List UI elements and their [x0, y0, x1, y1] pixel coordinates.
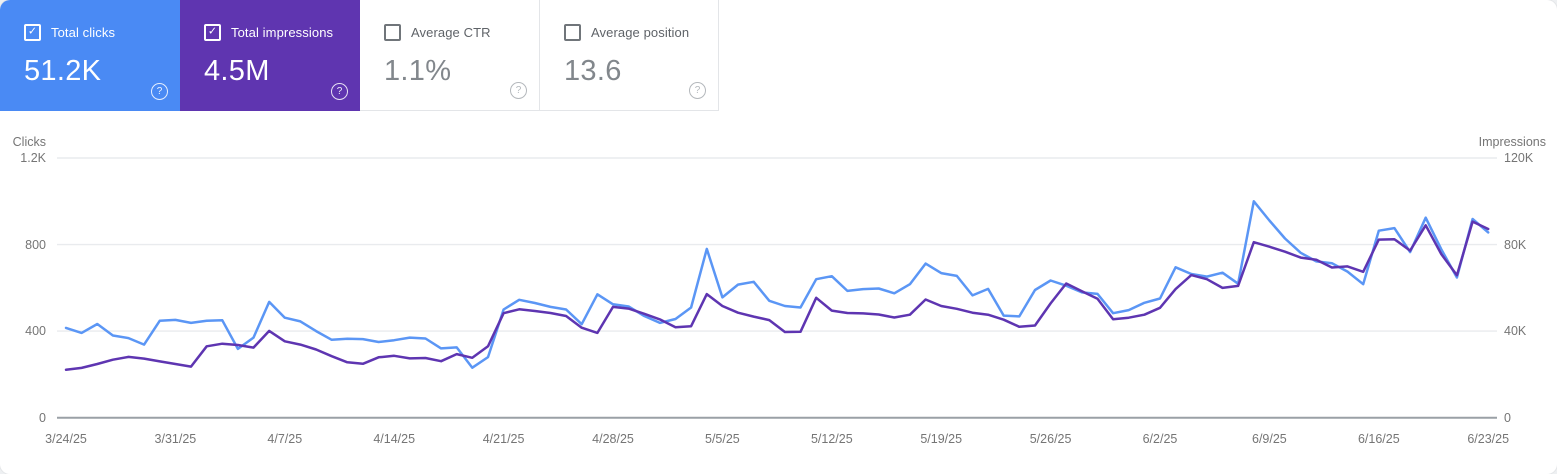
right-axis-title: Impressions — [1478, 135, 1546, 149]
checkmark-icon: ✓ — [207, 25, 218, 38]
x-axis-date-label: 6/16/25 — [1357, 432, 1400, 446]
help-icon[interactable]: ? — [331, 83, 348, 100]
card-header: ✓ Average CTR — [384, 24, 539, 41]
x-axis-date-label: 6/9/25 — [1252, 432, 1287, 446]
metric-cards-row: ✓ Total clicks 51.2K ? ✓ Total impressio… — [0, 0, 719, 111]
card-label: Average position — [591, 25, 690, 40]
card-header: ✓ Total impressions — [204, 24, 360, 41]
metric-card-total-clicks[interactable]: ✓ Total clicks 51.2K ? — [0, 0, 180, 111]
left-axis-tick: 0 — [39, 410, 46, 425]
help-icon[interactable]: ? — [151, 83, 168, 100]
card-value: 51.2K — [24, 55, 102, 87]
card-value: 4.5M — [204, 55, 270, 87]
checkbox-unchecked-icon[interactable]: ✓ — [384, 24, 401, 41]
clicks-line — [64, 200, 1490, 369]
card-value: 1.1% — [384, 55, 452, 87]
card-header: ✓ Total clicks — [24, 24, 180, 41]
x-axis-date-label: 3/31/25 — [154, 432, 197, 446]
right-axis-tick: 120K — [1504, 151, 1534, 165]
impressions-line — [64, 220, 1490, 371]
x-axis-date-label: 4/21/25 — [482, 432, 525, 446]
metric-card-average-position[interactable]: ✓ Average position 13.6 ? — [540, 0, 719, 111]
metric-card-average-ctr[interactable]: ✓ Average CTR 1.1% ? — [360, 0, 540, 111]
left-axis-tick: 1.2K — [20, 151, 46, 165]
left-axis-title: Clicks — [12, 135, 46, 149]
card-value: 13.6 — [564, 55, 622, 87]
right-axis-tick: 80K — [1504, 237, 1527, 252]
checkbox-unchecked-icon[interactable]: ✓ — [564, 24, 581, 41]
x-axis-date-label: 5/26/25 — [1029, 432, 1072, 446]
x-axis-date-label: 4/28/25 — [592, 432, 634, 446]
help-icon[interactable]: ? — [689, 82, 706, 99]
metric-card-total-impressions[interactable]: ✓ Total impressions 4.5M ? — [180, 0, 360, 111]
x-axis-date-label: 5/19/25 — [920, 432, 963, 446]
x-axis-date-label: 6/2/25 — [1142, 432, 1178, 446]
card-header: ✓ Average position — [564, 24, 718, 41]
checkbox-checked-icon[interactable]: ✓ — [204, 24, 221, 41]
right-axis-tick: 40K — [1504, 324, 1527, 339]
card-label: Average CTR — [411, 25, 491, 40]
checkbox-checked-icon[interactable]: ✓ — [24, 24, 41, 41]
left-axis-tick: 800 — [25, 237, 46, 252]
card-label: Total clicks — [51, 25, 116, 40]
x-axis-date-label: 4/7/25 — [267, 432, 303, 446]
x-axis-date-label: 5/5/25 — [705, 432, 740, 446]
x-axis-date-label: 3/24/25 — [45, 432, 87, 446]
x-axis-date-label: 5/12/25 — [810, 432, 853, 446]
checkmark-icon: ✓ — [27, 25, 38, 38]
performance-chart[interactable]: Clicks Impressions 1.2K 800 400 0 120K 80K 40… — [0, 111, 1557, 474]
left-axis-tick: 400 — [25, 324, 46, 339]
card-label: Total impressions — [231, 25, 334, 40]
right-axis-tick: 0 — [1504, 410, 1511, 425]
x-axis-date-label: 6/23/25 — [1467, 432, 1510, 446]
help-icon[interactable]: ? — [510, 82, 527, 99]
x-axis-date-label: 4/14/25 — [373, 432, 416, 446]
